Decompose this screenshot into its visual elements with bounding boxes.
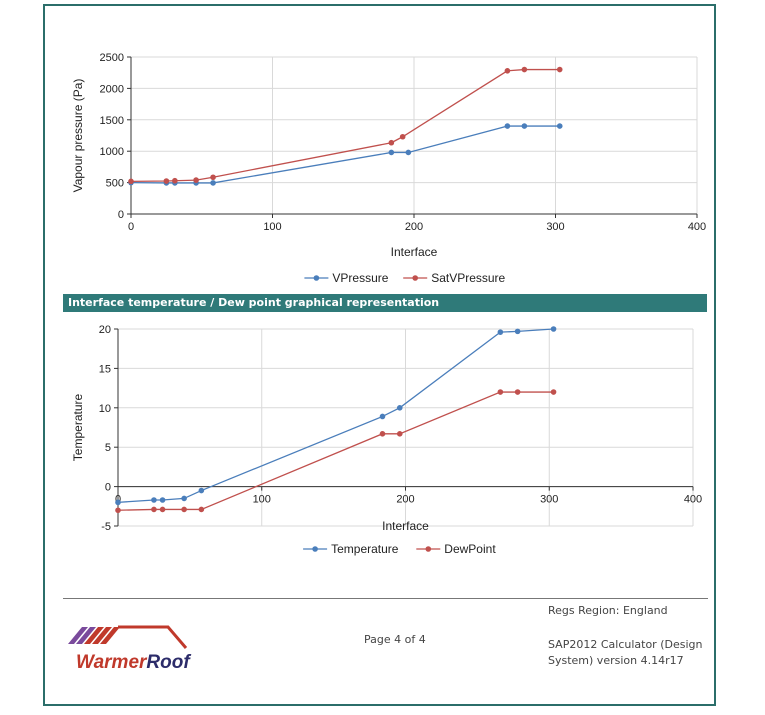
data-point-dewpoint <box>151 506 157 513</box>
y-axis-label: Vapour pressure (Pa) <box>71 79 85 193</box>
temperature-chart: 0100200300400-505101520InterfaceTemperat… <box>71 324 702 556</box>
data-point-temperature <box>550 326 557 332</box>
y-tick-label: 1500 <box>100 115 124 127</box>
y-tick-label: 10 <box>99 403 111 415</box>
logo-text: Warmer <box>76 652 148 673</box>
legend-label-temperature: Temperature <box>331 542 399 556</box>
y-tick-label: 15 <box>99 363 111 375</box>
data-point-dewpoint <box>396 431 403 437</box>
data-point-vpressure <box>521 123 528 129</box>
data-point-temperature <box>396 405 403 411</box>
roof-stripes-icon <box>68 625 188 649</box>
data-point-dewpoint <box>550 389 557 395</box>
x-tick-label: 300 <box>546 221 564 233</box>
data-point-temperature <box>497 329 504 335</box>
data-point-dewpoint <box>198 506 205 513</box>
data-point-dewpoint <box>181 506 187 513</box>
data-point-temperature <box>198 487 205 494</box>
series-line-temperature <box>117 328 554 504</box>
section-heading: Interface temperature / Dew point graphi… <box>63 294 707 312</box>
x-tick-label: 300 <box>540 494 558 506</box>
y-tick-label: 2000 <box>100 83 124 95</box>
data-point-satvpressure <box>399 133 406 140</box>
page-number: Page 4 of 4 <box>364 633 426 646</box>
data-point-temperature <box>115 499 121 506</box>
y-tick-label: 20 <box>99 324 111 336</box>
svg-text:WarmerRoof: WarmerRoof <box>76 652 191 673</box>
y-tick-label: 500 <box>106 178 124 190</box>
y-tick-label: 0 <box>118 209 124 221</box>
x-tick-label: 0 <box>128 221 134 233</box>
data-point-satvpressure <box>556 66 563 73</box>
legend-label-satvpressure: SatVPressure <box>431 271 505 285</box>
page-frame <box>43 4 716 706</box>
x-tick-label: 400 <box>688 221 706 233</box>
legend-label-dewpoint: DewPoint <box>444 542 496 556</box>
data-point-temperature <box>181 495 187 502</box>
data-point-satvpressure <box>172 177 178 184</box>
y-tick-label: -5 <box>101 521 111 533</box>
data-point-dewpoint <box>115 507 121 514</box>
footer-divider <box>63 598 708 599</box>
data-point-temperature <box>159 497 166 503</box>
data-point-vpressure <box>388 149 395 156</box>
data-point-satvpressure <box>193 177 199 183</box>
x-tick-label: 400 <box>684 494 702 506</box>
regs-region: Regs Region: England <box>548 604 668 617</box>
x-axis-label: Interface <box>382 519 429 533</box>
series-line-dewpoint <box>117 391 554 511</box>
data-point-dewpoint <box>379 431 386 437</box>
x-tick-label: 200 <box>396 494 414 506</box>
data-point-satvpressure <box>521 66 528 73</box>
x-axis-label: Interface <box>391 245 438 259</box>
series-line-satvpressure <box>130 68 560 182</box>
warmerroof-logo: WarmerRoof <box>68 625 191 673</box>
legend-marker-dewpoint <box>425 546 432 552</box>
x-tick-label: 100 <box>253 494 271 506</box>
y-tick-label: 5 <box>105 442 111 454</box>
data-point-temperature <box>514 328 521 335</box>
legend-marker-temperature <box>312 546 318 552</box>
x-tick-label: 100 <box>263 221 281 233</box>
x-tick-label: 200 <box>405 221 423 233</box>
data-point-dewpoint <box>514 389 521 395</box>
data-point-dewpoint <box>497 389 504 395</box>
data-point-satvpressure <box>210 174 216 181</box>
vapour-pressure-chart: 0 100 200 300 400 0 500 1000 1500 2000 2500 Interfa… <box>71 52 706 285</box>
data-point-satvpressure <box>388 139 395 146</box>
data-point-dewpoint <box>159 506 166 513</box>
y-tick-label: 0 <box>105 482 111 494</box>
y-tick-label: 2500 <box>100 52 124 64</box>
data-point-temperature <box>151 497 157 503</box>
y-tick-label: 1000 <box>100 146 124 158</box>
legend-label-vpressure: VPressure <box>332 271 388 285</box>
data-point-vpressure <box>504 123 511 129</box>
data-point-satvpressure <box>163 178 170 184</box>
data-point-vpressure <box>210 180 216 186</box>
legend-marker-satvpressure <box>412 275 419 281</box>
legend-marker-vpressure <box>313 275 320 281</box>
data-point-satvpressure <box>504 68 511 74</box>
data-point-satvpressure <box>128 178 134 185</box>
y-axis-label: Temperature <box>71 393 85 461</box>
calculator-version: SAP2012 Calculator (Design System) versi… <box>548 638 703 667</box>
data-point-vpressure <box>405 149 412 156</box>
series-line-vpressure <box>130 125 560 184</box>
data-point-temperature <box>379 413 386 420</box>
data-point-vpressure <box>556 123 563 129</box>
